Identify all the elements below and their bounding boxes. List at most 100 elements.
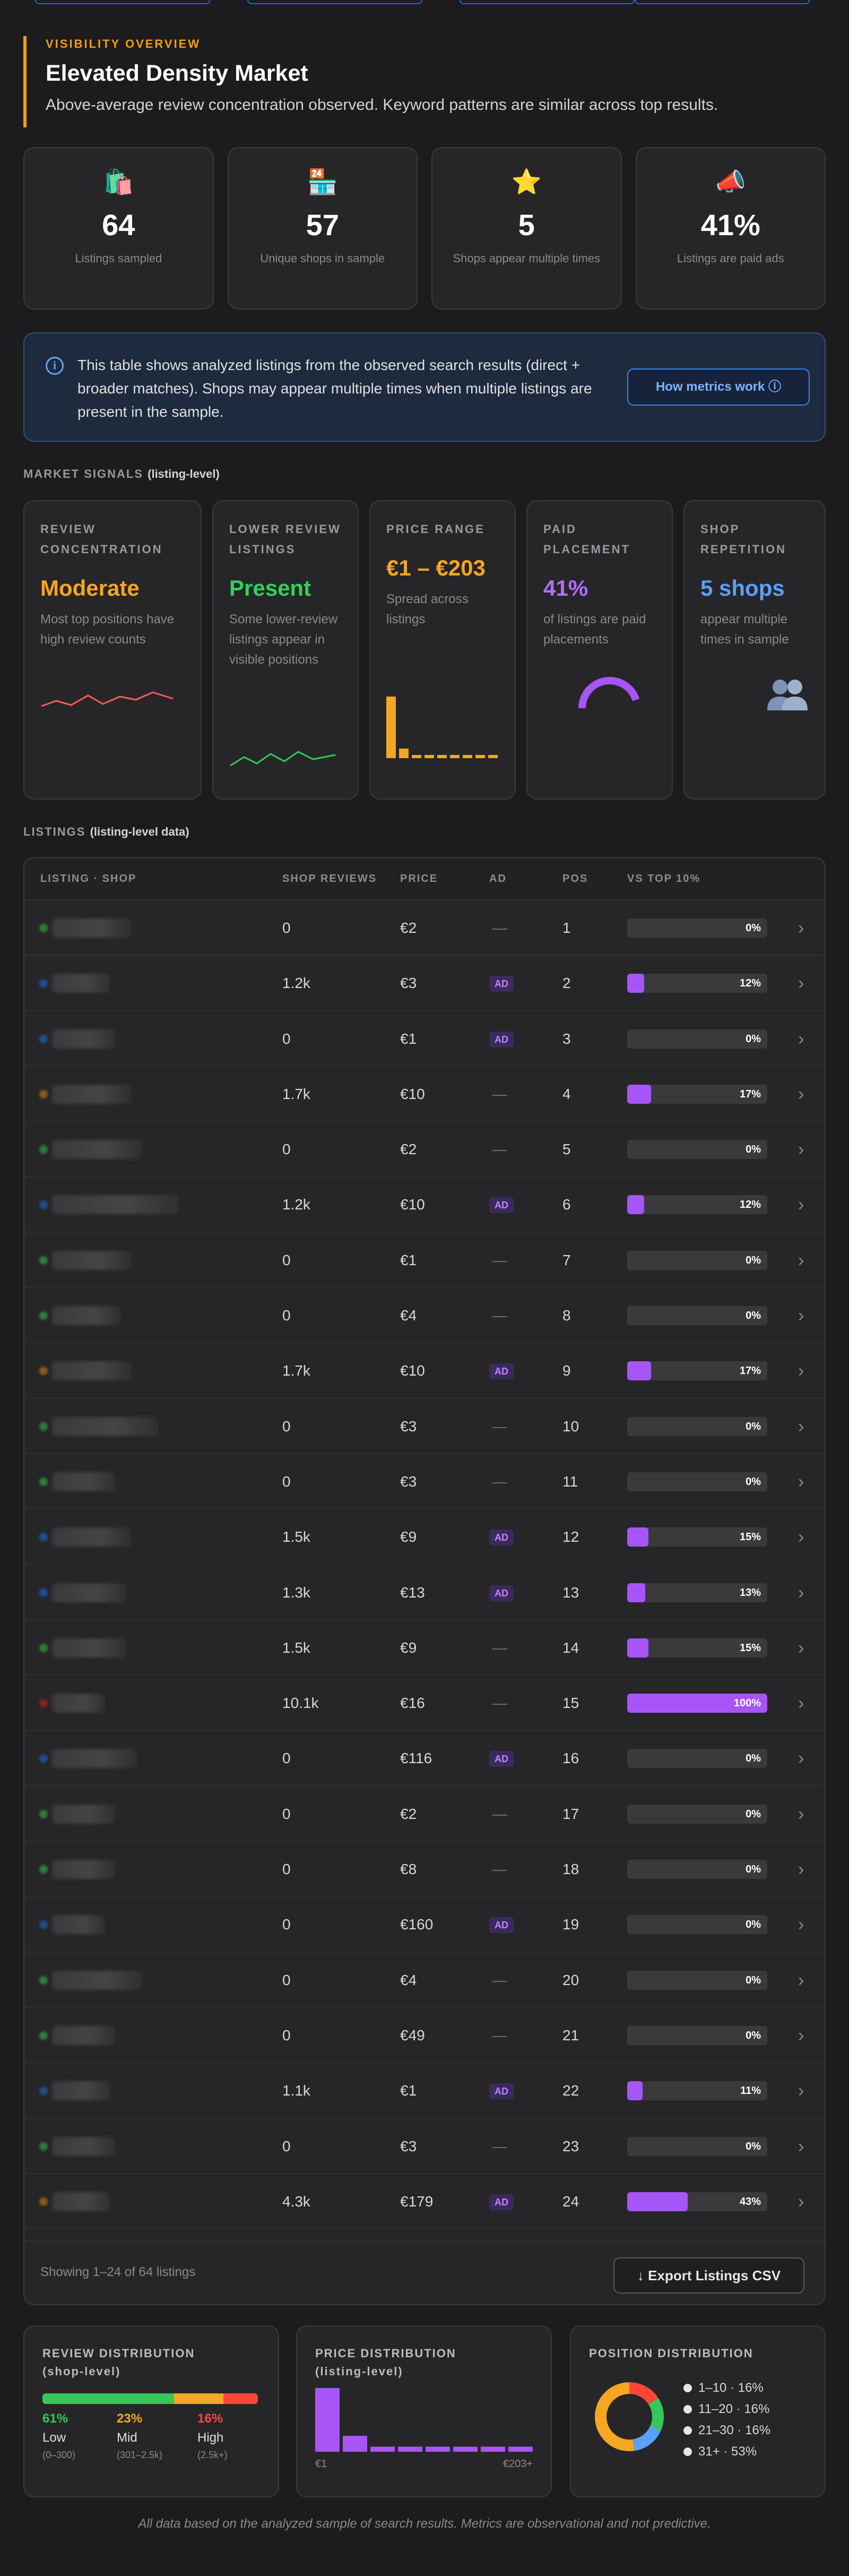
tab-stub[interactable] <box>635 0 810 4</box>
listing-title-redacted[interactable] <box>52 1527 132 1547</box>
table-row[interactable]: 0 €4 — 20 0% › <box>24 1953 825 2008</box>
listing-title-redacted[interactable] <box>52 1583 126 1602</box>
table-row[interactable]: 4.3k €179 AD 24 43% › <box>24 2174 825 2230</box>
listing-title-redacted[interactable] <box>52 1638 126 1658</box>
trend-line-red <box>41 691 174 707</box>
table-row[interactable]: 0 €4 — 8 0% › <box>24 1288 825 1344</box>
table-row[interactable]: 0 €1 — 7 0% › <box>24 1233 825 1289</box>
listing-title-redacted[interactable] <box>52 1084 132 1104</box>
listing-title-redacted[interactable] <box>52 1749 137 1768</box>
table-row[interactable]: 0 €160 AD 19 0% › <box>24 1897 825 1953</box>
vs-top-percent: 100% <box>733 1697 761 1710</box>
chevron-right-icon[interactable]: › <box>798 2136 804 2157</box>
listing-title-redacted[interactable] <box>52 1029 116 1049</box>
table-row[interactable]: 1.1k €1 AD 22 11% › <box>24 2063 825 2119</box>
listing-title-redacted[interactable] <box>52 1860 116 1879</box>
info-icon: i <box>46 357 64 375</box>
table-row[interactable]: 1.3k €13 AD 13 13% › <box>24 1565 825 1620</box>
chevron-right-icon[interactable]: › <box>798 1084 804 1104</box>
listing-title-redacted[interactable] <box>52 1416 158 1436</box>
table-row[interactable]: 1.2k €10 AD 6 12% › <box>24 1177 825 1233</box>
chevron-right-icon[interactable]: › <box>798 1028 804 1049</box>
how-metrics-work-button[interactable]: How metrics work ⓘ <box>627 368 810 406</box>
vs-top-percent: 17% <box>739 1365 761 1377</box>
table-row[interactable]: 0 €49 — 21 0% › <box>24 2008 825 2064</box>
review-segment-range: (301–2.5k) <box>117 2450 163 2460</box>
column-header-shop-reviews[interactable]: SHOP REVIEWS <box>282 873 377 885</box>
listing-title-redacted[interactable] <box>52 1361 132 1381</box>
table-row[interactable]: 1.7k €10 AD 9 17% › <box>24 1343 825 1399</box>
table-row[interactable]: 0 €2 — 17 0% › <box>24 1787 825 1842</box>
tab-stub[interactable] <box>460 0 635 4</box>
listing-title-redacted[interactable] <box>52 2081 110 2101</box>
table-row[interactable]: 0 €3 — 23 0% › <box>24 2119 825 2174</box>
listing-title-redacted[interactable] <box>52 1472 116 1491</box>
listing-title-redacted[interactable] <box>52 974 110 993</box>
shop-avatar <box>39 1089 48 1098</box>
table-row[interactable]: 1.2k €3 AD 2 12% › <box>24 956 825 1011</box>
table-footer: Showing 1–24 of 64 listings ↓ Export Lis… <box>24 2240 825 2304</box>
listing-title-redacted[interactable] <box>52 918 132 938</box>
position-cell: 9 <box>562 1362 571 1379</box>
listing-title-redacted[interactable] <box>52 1195 179 1215</box>
table-row[interactable]: 1.5k €9 — 14 15% › <box>24 1620 825 1676</box>
listing-title-redacted[interactable] <box>52 1250 132 1270</box>
table-row[interactable]: 0 €2 — 1 0% › <box>24 900 825 956</box>
chevron-right-icon[interactable]: › <box>798 1416 804 1437</box>
table-row[interactable]: 1.7k €10 — 4 17% › <box>24 1067 825 1122</box>
table-row[interactable]: 0 €1 AD 3 0% › <box>24 1011 825 1067</box>
chevron-right-icon[interactable]: › <box>798 1970 804 1990</box>
listing-title-redacted[interactable] <box>52 2136 116 2156</box>
listing-title-redacted[interactable] <box>52 1694 105 1713</box>
chevron-right-icon[interactable]: › <box>798 918 804 938</box>
export-listings-button[interactable]: ↓ Export Listings CSV <box>613 2257 804 2294</box>
chevron-right-icon[interactable]: › <box>798 1471 804 1492</box>
table-row[interactable]: 0 €3 — 10 0% › <box>24 1399 825 1454</box>
table-row[interactable]: 0 €8 — 18 0% › <box>24 1842 825 1897</box>
tab-stub[interactable] <box>35 0 210 4</box>
price-distribution-sub: (listing-level) <box>315 2365 403 2378</box>
table-row[interactable]: 0 €116 AD 16 0% › <box>24 1731 825 1787</box>
chevron-right-icon[interactable]: › <box>798 1361 804 1381</box>
chevron-right-icon[interactable]: › <box>798 1139 804 1160</box>
chevron-right-icon[interactable]: › <box>798 1527 804 1548</box>
column-header-ad[interactable]: AD <box>489 873 507 885</box>
listing-title-redacted[interactable] <box>52 1970 142 1990</box>
listing-title-redacted[interactable] <box>52 1804 116 1824</box>
chevron-right-icon[interactable]: › <box>798 1637 804 1658</box>
tab-stub[interactable] <box>247 0 422 4</box>
chevron-right-icon[interactable]: › <box>798 1250 804 1270</box>
column-header-vs-top[interactable]: VS TOP 10% <box>627 873 701 885</box>
listing-title-redacted[interactable] <box>52 1306 121 1326</box>
chevron-right-icon[interactable]: › <box>798 1804 804 1824</box>
chevron-right-icon[interactable]: › <box>798 2025 804 2046</box>
chevron-right-icon[interactable]: › <box>798 973 804 994</box>
position-legend-item: 11–20 · 16% <box>683 2399 770 2420</box>
vs-top-percent: 12% <box>739 1199 761 1211</box>
chevron-right-icon[interactable]: › <box>798 1859 804 1880</box>
chevron-right-icon[interactable]: › <box>798 1748 804 1769</box>
chevron-right-icon[interactable]: › <box>798 2191 804 2212</box>
chevron-right-icon[interactable]: › <box>798 1582 804 1603</box>
chevron-right-icon[interactable]: › <box>798 2081 804 2101</box>
column-header-pos[interactable]: POS <box>562 873 588 885</box>
vs-top-percent: 0% <box>746 1864 761 1876</box>
listing-title-redacted[interactable] <box>52 2025 116 2045</box>
price-cell: €2 <box>400 1141 417 1158</box>
vs-top-bar: 0% <box>627 1140 767 1160</box>
chevron-right-icon[interactable]: › <box>798 1914 804 1935</box>
listing-title-redacted[interactable] <box>52 1140 142 1160</box>
table-row[interactable]: 1.5k €9 AD 12 15% › <box>24 1509 825 1565</box>
chevron-right-icon[interactable]: › <box>798 1195 804 1215</box>
shop-avatar <box>39 1754 48 1763</box>
table-row[interactable]: 0 €2 — 5 0% › <box>24 1122 825 1178</box>
chevron-right-icon[interactable]: › <box>798 1306 804 1326</box>
listing-title-redacted[interactable] <box>52 1915 105 1935</box>
chevron-right-icon[interactable]: › <box>798 1693 804 1714</box>
listing-title-redacted[interactable] <box>52 2192 110 2211</box>
column-header-listing[interactable]: LISTING · SHOP <box>40 873 137 885</box>
table-row[interactable]: 10.1k €16 — 15 100% › <box>24 1676 825 1731</box>
column-header-price[interactable]: PRICE <box>400 873 438 885</box>
table-body: 0 €2—1 0% › 1.2k €3 AD 2 12% › 0 €1 AD 3 0% › 1.7k €10—4 1… <box>24 900 825 2230</box>
table-row[interactable]: 0 €3 — 11 0% › <box>24 1454 825 1510</box>
